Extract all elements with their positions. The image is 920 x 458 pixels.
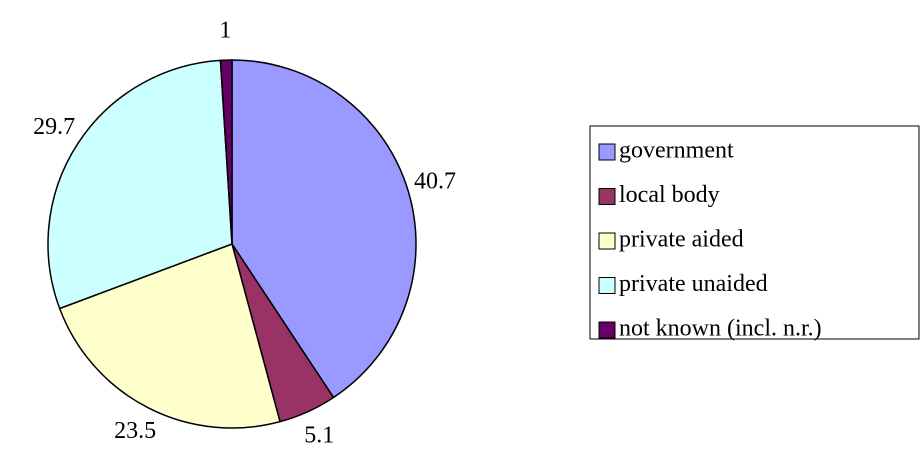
data-label: 29.7: [33, 114, 75, 140]
pie-slice: [219, 59, 233, 245]
legend-swatch: [598, 321, 616, 339]
legend-label: private unaided: [619, 271, 768, 297]
legend-swatch: [598, 188, 616, 205]
data-label: 23.5: [114, 418, 156, 444]
data-label: 1: [219, 18, 231, 44]
pie-slice: [58, 243, 281, 429]
legend-label: private aided: [619, 227, 744, 253]
legend-label: not known (incl. n.r.): [619, 316, 822, 342]
legend-swatch: [598, 277, 616, 294]
legend-box: [589, 125, 920, 340]
legend-label: government: [619, 138, 734, 164]
legend-label: local body: [619, 182, 720, 208]
pie-slice: [47, 59, 233, 310]
legend-swatch: [598, 232, 616, 250]
data-label: 5.1: [304, 423, 334, 449]
data-label: 40.7: [414, 168, 456, 194]
legend-swatch: [598, 143, 616, 161]
